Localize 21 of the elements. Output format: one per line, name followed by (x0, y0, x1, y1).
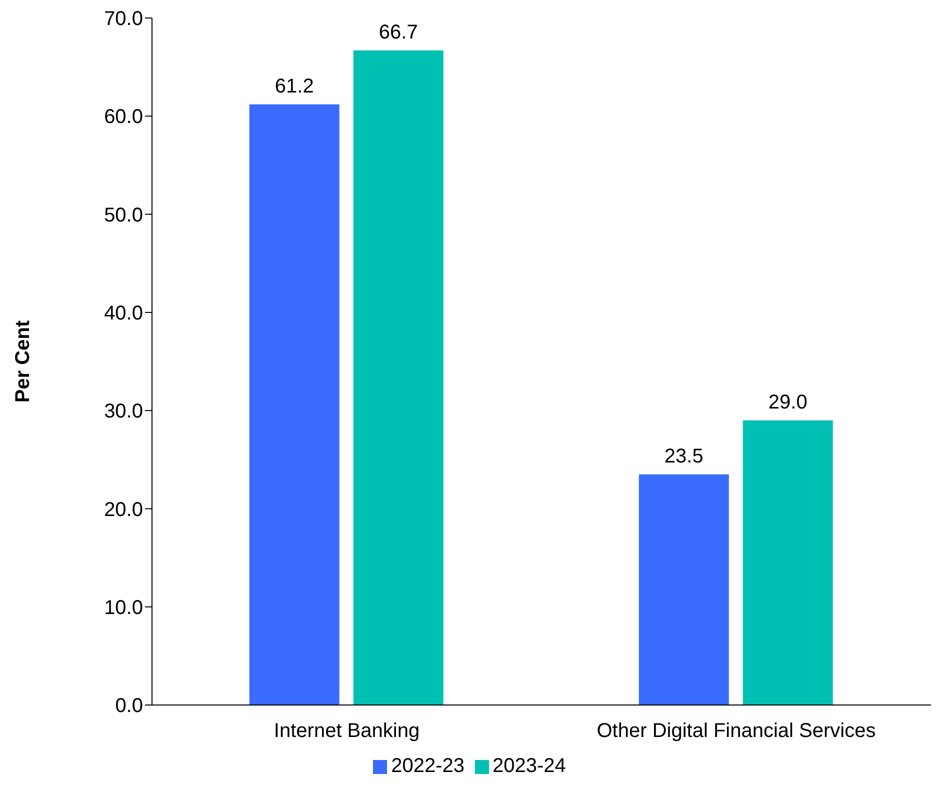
y-tick-label: 30.0 (104, 400, 143, 423)
y-tick-label: 10.0 (104, 596, 143, 619)
data-label: 61.2 (274, 75, 314, 98)
y-axis-title: Per Cent (12, 320, 34, 403)
data-label: 66.7 (378, 21, 418, 44)
x-tick-label: Internet Banking (274, 720, 420, 742)
data-label: 23.5 (664, 445, 704, 468)
y-tick-label: 70.0 (104, 8, 143, 30)
y-tick-label: 40.0 (104, 302, 143, 325)
bar (353, 50, 444, 705)
y-tick-label: 60.0 (104, 106, 143, 128)
y-tick-label: 20.0 (104, 498, 143, 521)
y-tick-label: 0.0 (115, 695, 143, 718)
legend-label: 2022-23 (391, 755, 464, 777)
x-tick-label: Other Digital Financial Services (596, 720, 876, 742)
legend-label: 2023-24 (492, 755, 566, 777)
bar (249, 104, 340, 705)
bar (638, 474, 729, 705)
data-label: 29.0 (768, 391, 808, 414)
y-tick-label: 50.0 (104, 204, 143, 226)
bar (742, 420, 833, 705)
